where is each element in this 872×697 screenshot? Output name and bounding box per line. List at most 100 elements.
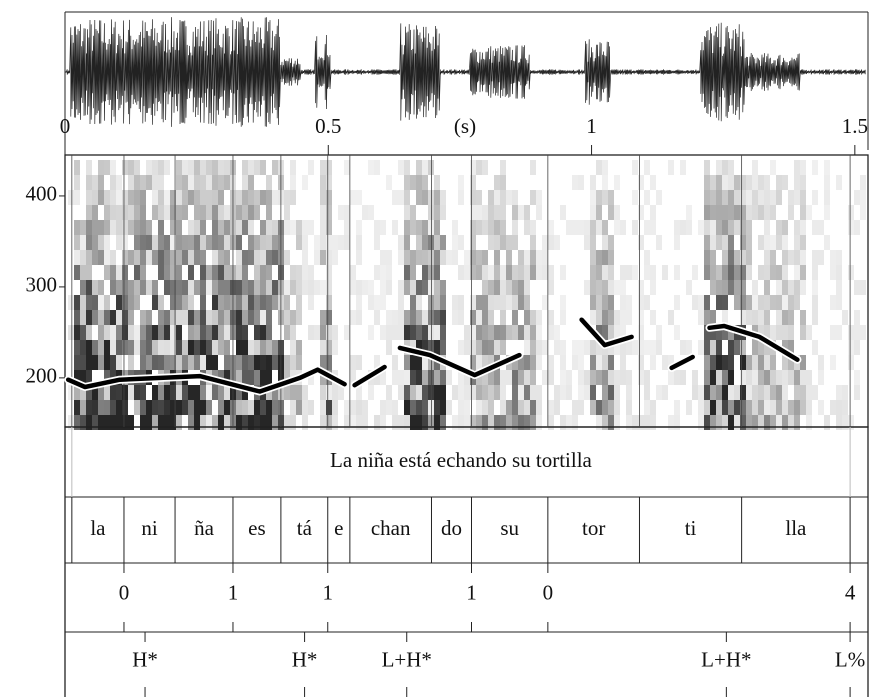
spectrogram-cell <box>620 340 626 355</box>
spectrogram-cell <box>434 175 440 190</box>
spectrogram-cell <box>494 280 500 295</box>
spectrogram-cell <box>104 310 110 325</box>
spectrogram-cell <box>116 220 122 235</box>
spectrogram-cell <box>404 370 410 385</box>
spectrogram-cell <box>248 160 254 175</box>
spectrogram-cell <box>284 280 290 295</box>
spectrogram-cell <box>116 205 122 220</box>
spectrogram-cell <box>842 310 848 325</box>
spectrogram-cell <box>602 325 608 340</box>
spectrogram-cell <box>836 250 842 265</box>
spectrogram-cell <box>188 355 194 370</box>
spectrogram-cell <box>728 160 734 175</box>
spectrogram-cell <box>716 415 722 430</box>
spectrogram-cell <box>494 250 500 265</box>
spectrogram-cell <box>248 355 254 370</box>
spectrogram-cell <box>494 370 500 385</box>
spectrogram-cell <box>224 220 230 235</box>
spectrogram-cell <box>416 160 422 175</box>
spectrogram-cell <box>320 340 326 355</box>
spectrogram-cell <box>692 295 698 310</box>
spectrogram-cell <box>110 190 116 205</box>
spectrogram-cell <box>554 325 560 340</box>
spectrogram-cell <box>122 190 128 205</box>
spectrogram-cell <box>410 310 416 325</box>
spectrogram-cell <box>272 160 278 175</box>
spectrogram-cell <box>140 385 146 400</box>
spectrogram-cell <box>206 190 212 205</box>
spectrogram-cell <box>806 205 812 220</box>
tier-label: 0 <box>543 580 554 604</box>
spectrogram-cell <box>518 265 524 280</box>
spectrogram-cell <box>68 190 74 205</box>
spectrogram-cell <box>170 190 176 205</box>
spectrogram-cell <box>86 295 92 310</box>
spectrogram-cell <box>236 400 242 415</box>
spectrogram-cell <box>320 175 326 190</box>
spectrogram-cell <box>590 220 596 235</box>
spectrogram-cell <box>698 340 704 355</box>
spectrogram-cell <box>242 190 248 205</box>
spectrogram-cell <box>506 250 512 265</box>
spectrogram-cell <box>176 160 182 175</box>
spectrogram-cell <box>326 160 332 175</box>
spectrogram-cell <box>596 400 602 415</box>
spectrogram-cell <box>614 415 620 430</box>
spectrogram-cell <box>674 415 680 430</box>
spectrogram-cell <box>704 355 710 370</box>
tier-label: e <box>334 516 343 540</box>
spectrogram-cell <box>782 325 788 340</box>
spectrogram-cell <box>704 370 710 385</box>
spectrogram-cell <box>614 310 620 325</box>
spectrogram-cell <box>620 310 626 325</box>
spectrogram-cell <box>602 370 608 385</box>
spectrogram-cell <box>428 265 434 280</box>
spectrogram-cell <box>218 190 224 205</box>
spectrogram-cell <box>146 400 152 415</box>
spectrogram-cell <box>116 415 122 430</box>
spectrogram-cell <box>518 295 524 310</box>
spectrogram-cell <box>128 175 134 190</box>
spectrogram-cell <box>776 265 782 280</box>
spectrogram-cell <box>524 295 530 310</box>
spectrogram-cell <box>74 325 80 340</box>
spectrogram-cell <box>374 220 380 235</box>
spectrogram-cell <box>482 250 488 265</box>
spectrogram-cell <box>434 205 440 220</box>
spectrogram-cell <box>650 175 656 190</box>
spectrogram-cell <box>212 265 218 280</box>
spectrogram-cell <box>380 220 386 235</box>
spectrogram-cell <box>356 385 362 400</box>
spectrogram-cell <box>716 175 722 190</box>
spectrogram-cell <box>374 160 380 175</box>
spectrogram-cell <box>740 310 746 325</box>
spectrogram-cell <box>572 400 578 415</box>
spectrogram-cell <box>266 325 272 340</box>
spectrogram-cell <box>554 235 560 250</box>
spectrogram-cell <box>722 220 728 235</box>
spectrogram-cell <box>470 235 476 250</box>
spectrogram-cell <box>116 400 122 415</box>
spectrogram-cell <box>734 205 740 220</box>
spectrogram-cell <box>92 250 98 265</box>
spectrogram-cell <box>854 340 860 355</box>
spectrogram-cell <box>176 385 182 400</box>
spectrogram-cell <box>494 385 500 400</box>
spectrogram-cell <box>224 175 230 190</box>
spectrogram-cell <box>182 235 188 250</box>
spectrogram-cell <box>770 385 776 400</box>
spectrogram-cell <box>260 160 266 175</box>
spectrogram-cell <box>518 325 524 340</box>
spectrogram-cell <box>464 400 470 415</box>
spectrogram-cell <box>116 340 122 355</box>
spectrogram-cell <box>572 220 578 235</box>
spectrogram-cell <box>746 175 752 190</box>
spectrogram-cell <box>206 340 212 355</box>
spectrogram-cell <box>404 325 410 340</box>
spectrogram-cell <box>854 190 860 205</box>
spectrogram-cell <box>398 325 404 340</box>
spectrogram-cell <box>476 190 482 205</box>
spectrogram-cell <box>830 265 836 280</box>
spectrogram-cell <box>272 355 278 370</box>
spectrogram-cell <box>422 175 428 190</box>
